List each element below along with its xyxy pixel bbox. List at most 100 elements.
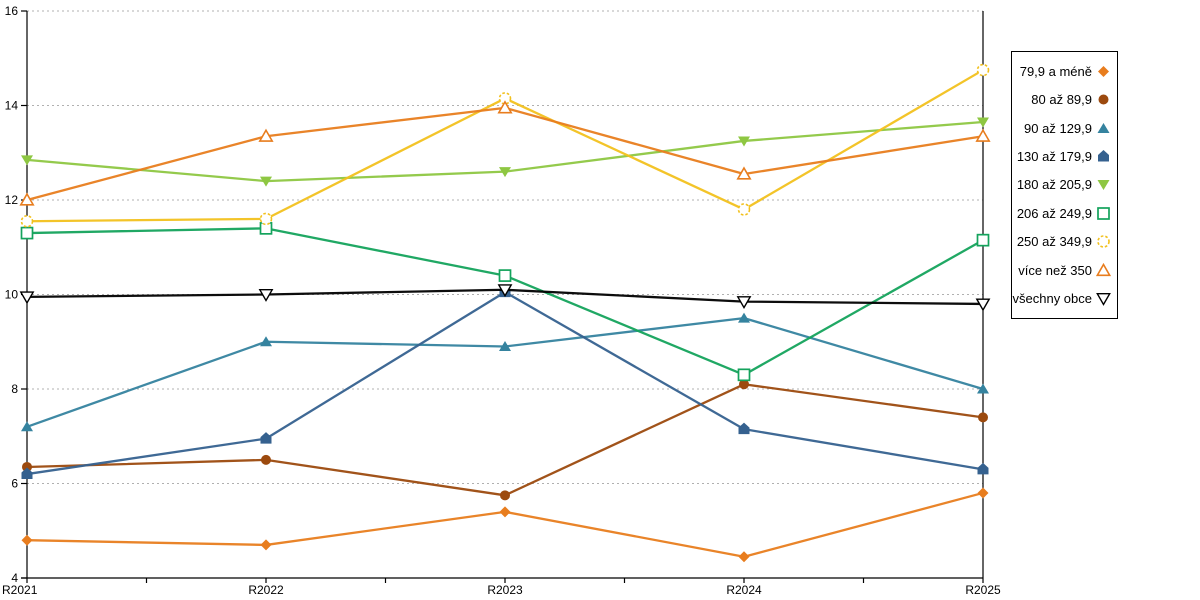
triangle-down-open-marker-icon <box>19 291 35 305</box>
circle-open-dashed-marker-icon <box>976 63 990 77</box>
triangle-up-filled-marker-icon <box>260 336 272 347</box>
circle-open-dashed-marker-icon <box>737 203 751 216</box>
x-tick-label: R2023 <box>487 583 523 597</box>
triangle-up-filled-marker-icon <box>738 312 750 323</box>
series-6 <box>20 63 990 228</box>
legend-item-label: 250 až 349,9 <box>1016 234 1092 250</box>
legend-item-label: více než 350 <box>1018 262 1092 278</box>
legend-marker <box>1097 122 1110 133</box>
circle-filled-marker-icon <box>261 454 271 465</box>
legend-item-label: 90 až 129,9 <box>1024 120 1092 136</box>
x-tick-label: R2024 <box>726 583 762 597</box>
circle-filled-marker-icon <box>978 412 988 423</box>
diamond-filled-marker-icon <box>738 551 750 563</box>
legend: 79,9 a méně 80 až 89,9 90 až 129,9 130 až 1… <box>1011 51 1118 319</box>
triangle-down-filled-marker-icon <box>1097 180 1110 191</box>
triangle-up-filled-marker-icon <box>1097 122 1110 133</box>
series-line <box>25 316 985 428</box>
series-1 <box>22 379 988 501</box>
legend-marker <box>1097 180 1110 191</box>
triangle-down-filled-marker-icon <box>499 167 511 178</box>
x-tick-label: R2025 <box>965 583 1001 597</box>
x-tick-label: R2022 <box>248 583 284 597</box>
triangle-up-open-marker-icon <box>497 100 513 114</box>
triangle-down-open-marker-icon <box>258 289 274 302</box>
triangle-up-open-marker-icon <box>736 166 752 180</box>
legend-item: 130 až 179,9 <box>1014 149 1111 164</box>
triangle-up-open-marker-icon <box>258 128 274 142</box>
y-tick-label: 6 <box>11 477 18 491</box>
square-open-marker-icon <box>737 368 751 382</box>
diamond-filled-marker-icon <box>977 487 989 499</box>
pentagon-filled-marker-icon <box>738 422 750 435</box>
circle-open-dashed-marker-icon <box>20 214 34 228</box>
pentagon-filled-marker-icon <box>260 432 272 444</box>
legend-marker <box>1098 94 1109 105</box>
circle-filled-marker-icon <box>739 379 749 390</box>
legend-marker <box>1098 65 1109 77</box>
square-open-marker-icon <box>259 222 273 235</box>
y-tick-label: 12 <box>5 193 19 207</box>
series-line <box>25 491 985 558</box>
legend-item-label: 79,9 a méně <box>1019 63 1092 79</box>
triangle-up-open-marker-icon <box>975 128 991 142</box>
legend-item-label: všechny obce <box>1012 291 1093 307</box>
series-5 <box>20 222 990 382</box>
square-open-marker-icon <box>976 233 990 247</box>
legend-marker <box>1096 293 1111 307</box>
legend-marker <box>1098 150 1109 162</box>
pentagon-filled-marker-icon <box>1098 150 1109 162</box>
series-4 <box>21 117 989 187</box>
legend-item: 80 až 89,9 <box>1014 92 1111 107</box>
series-8 <box>19 284 991 312</box>
legend-item-label: 206 až 249,9 <box>1016 205 1092 221</box>
square-open-marker-icon <box>498 269 512 282</box>
triangle-up-filled-marker-icon <box>977 383 989 394</box>
pentagon-filled-marker-icon <box>21 467 33 480</box>
triangle-up-filled-marker-icon <box>21 421 33 432</box>
circle-open-dashed-marker-icon <box>1097 235 1110 249</box>
circle-filled-marker-icon <box>500 490 510 501</box>
triangle-down-open-marker-icon <box>736 296 752 309</box>
y-tick-label: 10 <box>5 288 19 302</box>
triangle-down-open-marker-icon <box>975 298 991 312</box>
series-line <box>25 290 985 476</box>
legend-item: 79,9 a méně <box>1014 64 1111 79</box>
legend-marker <box>1096 262 1111 276</box>
legend-item: více než 350 <box>1014 262 1111 278</box>
series-line <box>25 383 985 497</box>
square-open-marker-icon <box>1097 207 1110 220</box>
circle-filled-marker-icon <box>22 461 32 472</box>
triangle-up-open-marker-icon <box>19 192 35 206</box>
triangle-up-filled-marker-icon <box>499 340 511 351</box>
y-tick-label: 16 <box>5 4 19 18</box>
series-7 <box>19 100 991 206</box>
diamond-filled-marker-icon <box>1098 65 1109 77</box>
x-tick-label: R2021 <box>2 583 38 597</box>
diamond-filled-marker-icon <box>499 506 511 518</box>
y-tick-label: 8 <box>11 382 18 396</box>
circle-open-dashed-marker-icon <box>498 92 512 105</box>
legend-item: 250 až 349,9 <box>1014 234 1111 249</box>
pentagon-filled-marker-icon <box>977 462 989 475</box>
triangle-down-filled-marker-icon <box>738 136 750 147</box>
legend-item: 206 až 249,9 <box>1014 206 1111 221</box>
series-2 <box>21 312 989 432</box>
legend-marker <box>1097 235 1110 249</box>
diamond-filled-marker-icon <box>21 534 33 546</box>
square-open-marker-icon <box>20 226 34 240</box>
legend-item: 180 až 205,9 <box>1014 177 1111 192</box>
triangle-down-open-marker-icon <box>497 284 513 298</box>
triangle-down-open-marker-icon <box>1096 293 1111 307</box>
series-0 <box>21 487 989 563</box>
legend-item: všechny obce <box>1012 291 1111 307</box>
triangle-down-filled-marker-icon <box>977 117 989 128</box>
legend-marker <box>1097 207 1110 220</box>
triangle-down-filled-marker-icon <box>260 176 272 187</box>
series-3 <box>21 285 989 480</box>
diamond-filled-marker-icon <box>260 539 272 551</box>
triangle-down-filled-marker-icon <box>21 155 33 166</box>
circle-filled-marker-icon <box>1098 94 1109 105</box>
